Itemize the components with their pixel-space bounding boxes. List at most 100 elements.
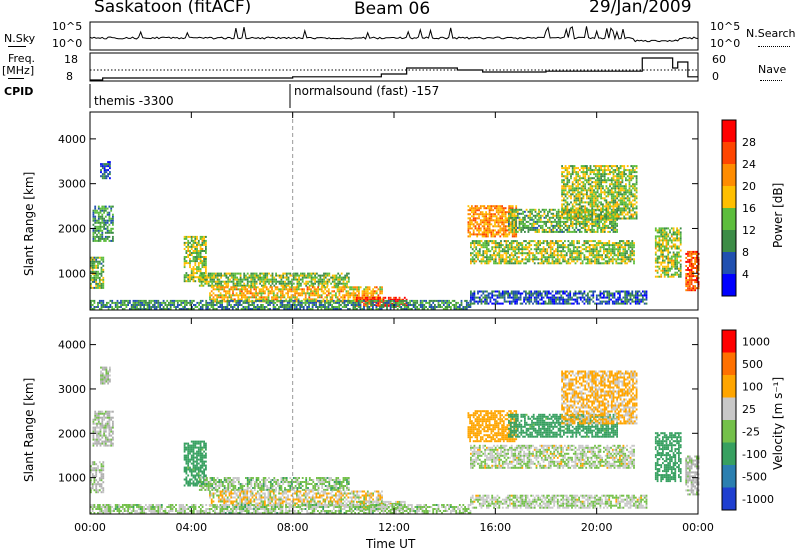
freq-panel-frame (89, 52, 699, 82)
velocity-echo-region-11 (561, 370, 638, 425)
colorbar-tick-label: 500 (742, 358, 763, 371)
velocity-echo-region-2 (100, 366, 111, 385)
colorbar-swatch (722, 375, 736, 398)
colorbar-swatch (722, 420, 736, 443)
radar-title: Saskatoon (fitACF) (94, 0, 252, 17)
colorbar-tick-label: 28 (742, 136, 756, 149)
velocity-echo-region-12 (470, 494, 648, 509)
colorbar-frame (721, 329, 737, 511)
freq-tick-bottom: 8 (66, 70, 73, 83)
power-echo-region-11 (561, 165, 638, 220)
nsky-label: N.Sky (4, 32, 36, 45)
colorbar-tick-label: 8 (742, 246, 749, 259)
colorbar-swatch (722, 208, 736, 230)
y-tick-label: 4000 (58, 339, 86, 352)
power-echo-region-4 (198, 272, 350, 287)
x-tick-label: 08:00 (277, 521, 309, 534)
nsky-tick-bottom: 10^0 (52, 37, 83, 50)
power-echo-region-12 (470, 290, 648, 305)
y-tick-label: 1000 (58, 472, 86, 485)
cpid-label: CPID (4, 85, 34, 98)
y-tick-label: 2000 (58, 427, 86, 440)
nsearch-tick-top: 10^5 (710, 20, 741, 33)
colorbar-swatch (722, 397, 736, 420)
velocity-echo-region-13 (654, 432, 682, 483)
colorbar-swatch (722, 352, 736, 375)
nsearch-legend-line (758, 46, 790, 47)
velocity-echo-region-1 (92, 410, 114, 447)
colorbar-swatch (722, 330, 736, 353)
velocity-echo-region-7 (90, 504, 472, 514)
x-axis-label: Time UT (366, 537, 416, 551)
power-echo-region-1 (92, 205, 114, 242)
nave-legend-line (760, 80, 782, 81)
y-tick-label: 3000 (58, 383, 86, 396)
colorbar-tick-label: -500 (742, 470, 767, 483)
colorbar-swatch (722, 465, 736, 488)
colorbar-tick-label: 12 (742, 224, 756, 237)
freq-unit: [MHz] (2, 64, 35, 77)
power-colorbar: 4 8 12 16 20 24 28 (721, 119, 756, 297)
power-echo-region-7 (90, 299, 472, 310)
power-colorbar-label: Power [dB] (771, 182, 785, 248)
velocity-echo-region-14 (685, 455, 700, 496)
nsky-legend-line (8, 46, 26, 47)
velocity-echo-region-4 (198, 477, 350, 491)
power-echo-region-0 (90, 256, 105, 289)
nave-tick-top: 60 (712, 53, 726, 66)
nsky-panel-frame (89, 21, 699, 51)
velocity-heatmap (90, 366, 700, 514)
x-tick-label: 12:00 (378, 521, 410, 534)
colorbar-tick-label: -25 (742, 425, 760, 438)
colorbar-tick-label: 16 (742, 202, 756, 215)
freq-legend-line (8, 78, 24, 79)
colorbar-swatch (722, 487, 736, 510)
date-title: 29/Jan/2009 (589, 0, 692, 17)
x-tick-label: 16:00 (479, 521, 511, 534)
power-echo-region-2 (100, 161, 111, 180)
colorbar-swatch (722, 230, 736, 252)
velocity-echo-region-9 (470, 444, 635, 469)
y-tick-label: 2000 (58, 222, 86, 235)
colorbar-tick-label: 4 (742, 268, 749, 281)
nave-series-line (90, 57, 698, 81)
freq-label: Freq. (8, 52, 36, 65)
colorbar-tick-label: -1000 (742, 493, 774, 506)
colorbar-swatch (722, 274, 736, 296)
colorbar-swatch (722, 252, 736, 274)
colorbar-tick-label: 20 (742, 180, 756, 193)
x-tick-label: 00:00 (74, 521, 106, 534)
colorbar-frame (721, 119, 737, 297)
x-tick-label: 20:00 (581, 521, 613, 534)
velocity-colorbar-label: Velocity [m s⁻¹] (771, 376, 785, 470)
velocity-echo-region-0 (90, 461, 105, 494)
nsearch-tick-bottom: 10^0 (710, 37, 741, 50)
x-tick-label: 04:00 (175, 521, 207, 534)
nave-tick-bottom: 0 (712, 70, 719, 83)
nsearch-label: N.Search (746, 27, 796, 40)
power-heatmap (90, 161, 700, 310)
cpid-program-2: normalsound (fast) -157 (294, 84, 440, 98)
x-tick-label: 00:00 (682, 521, 714, 534)
colorbar-tick-label: 100 (742, 380, 763, 393)
power-ylabel: Slant Range [km] (22, 171, 36, 276)
colorbar-tick-label: -100 (742, 448, 767, 461)
y-tick-label: 1000 (58, 267, 86, 280)
nsky-tick-top: 10^5 (52, 20, 83, 33)
nsky-series-line (89, 26, 699, 43)
nave-label: Nave (758, 63, 787, 76)
axis-ticks: 1000 2000 3000 4000 1000 2000 3000 4000 00:00 04:… (58, 112, 714, 534)
velocity-colorbar: 1000 500 100 25 -25 -100 -500 -1000 (721, 329, 774, 511)
y-tick-label: 4000 (58, 133, 86, 146)
velocity-echo-region-8 (467, 410, 518, 443)
colorbar-swatch (722, 442, 736, 465)
velocity-echo-region-3 (183, 440, 207, 487)
colorbar-swatch (722, 120, 736, 142)
power-echo-region-14 (685, 250, 700, 292)
colorbar-swatch (722, 164, 736, 186)
velocity-ylabel: Slant Range [km] (22, 377, 36, 482)
power-echo-region-9 (470, 240, 635, 265)
beam-title: Beam 06 (354, 0, 431, 19)
colorbar-tick-label: 24 (742, 158, 756, 171)
